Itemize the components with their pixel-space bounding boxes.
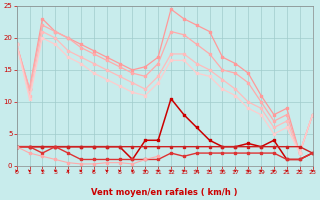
X-axis label: Vent moyen/en rafales ( km/h ): Vent moyen/en rafales ( km/h ) bbox=[91, 188, 238, 197]
